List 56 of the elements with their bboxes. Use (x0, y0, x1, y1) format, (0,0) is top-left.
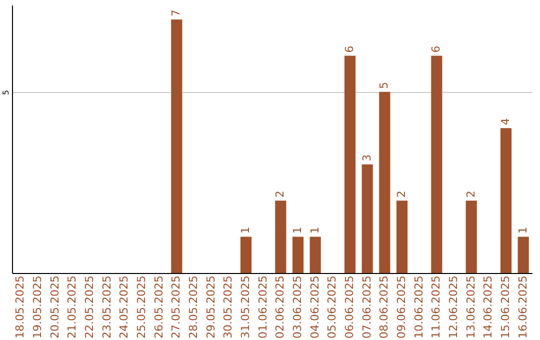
x-tick-label: 28.05.2025 (187, 276, 200, 338)
bar (292, 236, 304, 273)
bar (171, 19, 182, 273)
x-tick-label: 02.06.2025 (274, 276, 287, 338)
bar (431, 56, 442, 273)
x-tick-label: 11.06.2025 (430, 276, 443, 338)
x-tick-label: 31.05.2025 (239, 276, 252, 338)
bar (518, 236, 529, 273)
x-tick-label: 14.06.2025 (482, 276, 495, 338)
data-label: 6 (343, 46, 356, 53)
data-label: 5 (378, 82, 391, 89)
x-tick-label: 04.06.2025 (308, 276, 322, 338)
data-label: 7 (170, 9, 183, 16)
x-tick-label: 07.06.2025 (360, 276, 374, 338)
x-tick-label: 08.06.2025 (378, 276, 391, 338)
x-tick-label: 24.05.2025 (118, 276, 131, 338)
data-label: 6 (430, 46, 443, 53)
data-label: 1 (516, 226, 530, 234)
x-tick-label: 10.06.2025 (412, 276, 426, 338)
data-label: 1 (291, 226, 304, 234)
x-tick-label: 23.05.2025 (100, 276, 114, 338)
x-tick-label: 25.05.2025 (135, 276, 148, 338)
x-tick-label: 22.05.2025 (83, 276, 96, 338)
data-label: 2 (395, 190, 408, 198)
x-tick-label: 30.05.2025 (222, 276, 235, 338)
data-label: 3 (360, 154, 374, 162)
data-label: 2 (274, 190, 287, 198)
bar (310, 236, 321, 273)
data-label: 4 (499, 118, 512, 126)
x-tick-label: 01.06.2025 (256, 276, 270, 338)
x-tick-label: 19.05.2025 (31, 276, 44, 338)
bar (362, 164, 373, 273)
bar (396, 200, 408, 273)
x-tick-label: 05.06.2025 (326, 276, 339, 338)
bar (344, 56, 356, 273)
x-tick-label: 27.05.2025 (170, 276, 183, 338)
x-tick-label: 13.06.2025 (464, 276, 478, 338)
x-tick-label: 16.06.2025 (516, 276, 530, 338)
x-tick-label: 18.05.2025 (14, 276, 27, 338)
bar (240, 236, 252, 273)
data-label: 1 (239, 226, 252, 234)
x-tick-label: 06.06.2025 (343, 276, 356, 338)
x-tick-label: 03.06.2025 (291, 276, 304, 338)
x-tick-label: 20.05.2025 (48, 276, 62, 338)
x-tick-label: 12.06.2025 (447, 276, 460, 338)
bar (500, 128, 512, 273)
x-tick-label: 26.05.2025 (152, 276, 166, 338)
x-tick-label: 15.06.2025 (499, 276, 512, 338)
x-tick-label: 29.05.2025 (204, 276, 218, 338)
bar (275, 200, 286, 273)
bar (379, 92, 390, 273)
x-tick-label: 21.05.2025 (66, 276, 79, 338)
x-tick-label: 09.06.2025 (395, 276, 408, 338)
data-label: 2 (464, 190, 478, 198)
data-label: 1 (308, 226, 322, 234)
bar (466, 200, 477, 273)
